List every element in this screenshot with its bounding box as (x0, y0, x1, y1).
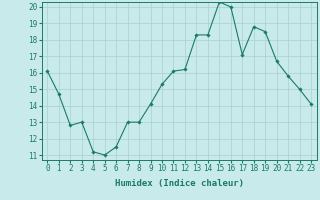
X-axis label: Humidex (Indice chaleur): Humidex (Indice chaleur) (115, 179, 244, 188)
